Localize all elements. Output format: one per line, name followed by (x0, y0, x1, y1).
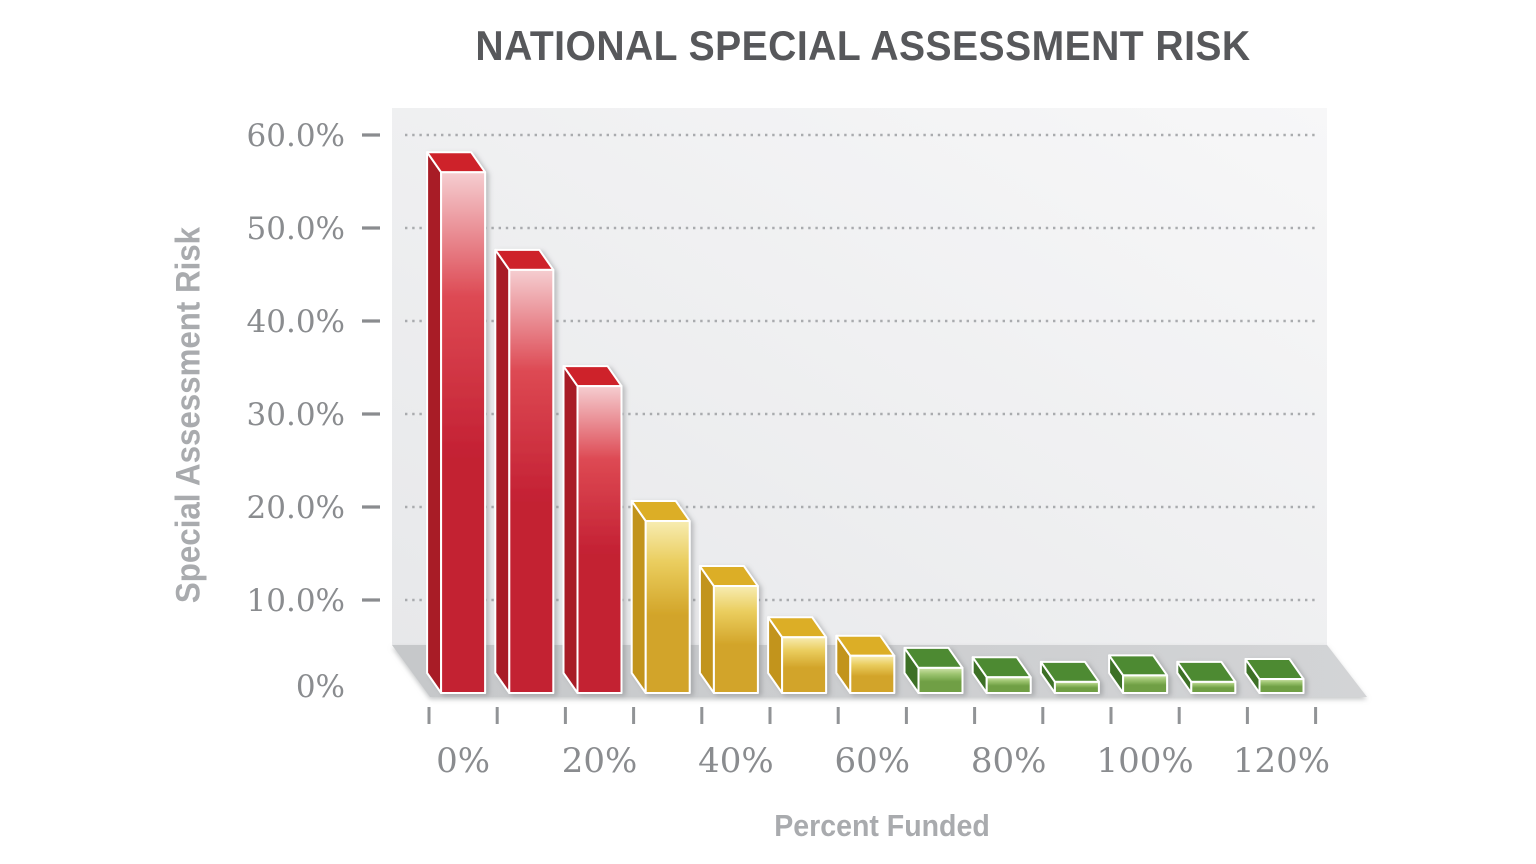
bar-left-face (630, 499, 647, 694)
bar-front-face (576, 385, 623, 694)
bar-left-face (426, 151, 443, 694)
chart-title: NATIONAL SPECIAL ASSESSMENT RISK (475, 22, 1251, 69)
bar-front-face (1053, 680, 1100, 695)
bar-0% (426, 151, 487, 694)
bar-front-face (849, 654, 896, 694)
bar-front-face (1258, 678, 1305, 694)
bar-front-face (644, 519, 691, 695)
bar-90% (1039, 660, 1100, 695)
bar-20% (562, 365, 623, 694)
x-tick-label-100%: 100% (1096, 741, 1193, 781)
y-axis-title: Special Assessment Risk (169, 226, 208, 604)
bar-30% (630, 499, 691, 695)
bar-front-face (781, 636, 828, 695)
bar-120% (1244, 658, 1305, 694)
bar-front-face (508, 268, 555, 694)
bar-100% (1108, 654, 1169, 695)
bar-front-face (440, 171, 487, 694)
bar-40% (698, 565, 759, 694)
bar-front-face (1190, 680, 1237, 695)
bar-10% (494, 248, 555, 694)
bar-front-face (712, 585, 759, 694)
x-tick-label-40%: 40% (698, 741, 774, 781)
bar-80% (971, 656, 1032, 695)
bar-50% (767, 616, 828, 695)
bar-left-face (494, 248, 511, 694)
y-tick-label-0: 0% (296, 669, 345, 705)
bar-left-face (562, 365, 579, 694)
y-tick-label-20: 20.0% (247, 490, 345, 526)
bar-70% (903, 646, 964, 695)
bar-110% (1176, 660, 1237, 695)
bar-left-face (698, 565, 715, 694)
x-tick-label-60%: 60% (835, 741, 911, 781)
bar-60% (835, 634, 896, 694)
x-tick-label-0%: 0% (436, 741, 490, 781)
y-tick-label-50: 50.0% (247, 211, 345, 247)
bar-front-face (1122, 674, 1169, 695)
y-tick-label-40: 40.0% (247, 304, 345, 340)
bar-front-face (917, 666, 964, 695)
y-tick-label-60: 60.0% (247, 118, 345, 154)
bar-front-face (985, 676, 1032, 695)
x-axis-title: Percent Funded (774, 808, 990, 843)
x-tick-label-80%: 80% (971, 741, 1047, 781)
y-tick-label-10: 10.0% (247, 583, 345, 619)
x-tick-label-20%: 20% (562, 741, 638, 781)
y-tick-label-30: 30.0% (247, 397, 345, 433)
x-tick-label-120%: 120% (1233, 741, 1330, 781)
